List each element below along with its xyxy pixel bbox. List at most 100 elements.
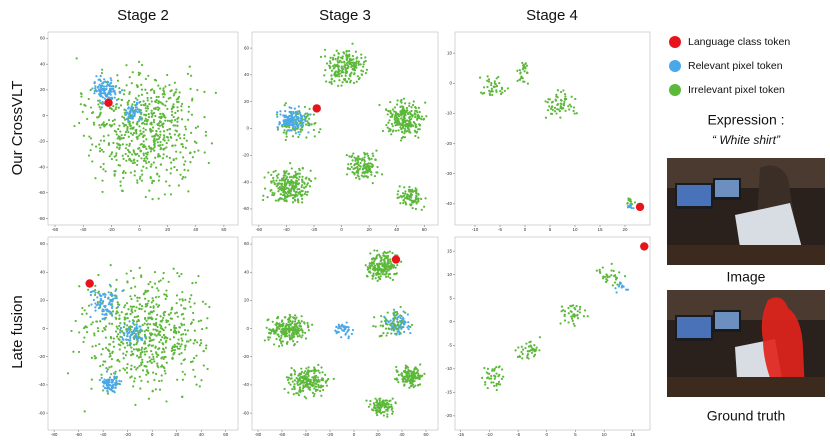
x-tick-label: 60 [223,432,229,437]
pixel-token [520,77,523,80]
pixel-token [396,193,399,196]
pixel-token [381,265,385,268]
pixel-token [111,87,114,91]
pixel-token [177,330,180,333]
pixel-token [120,134,123,137]
pixel-token [195,383,198,386]
pixel-token [395,313,398,316]
pixel-token [304,190,307,194]
pixel-token [136,163,139,167]
pixel-token [107,142,111,145]
pixel-token [283,181,287,184]
pixel-token [113,91,116,94]
y-tick-label: 20 [40,87,46,92]
pixel-token [399,314,402,317]
pixel-token [183,133,186,137]
pixel-token [563,319,567,322]
pixel-token [177,134,180,137]
pixel-token [156,313,159,316]
pixel-token [148,323,152,326]
pixel-token [387,320,391,323]
pixel-token [106,368,109,371]
pixel-token [417,113,420,117]
pixel-token [146,360,149,364]
pixel-token [409,112,412,115]
pixel-token [343,65,346,68]
pixel-token [98,123,101,127]
pixel-token [632,207,635,210]
pixel-token [163,366,166,370]
pixel-token [325,384,329,387]
pixel-token [94,357,97,360]
pixel-token [180,324,184,327]
pixel-token [294,318,297,321]
pixel-token [564,95,567,98]
pixel-token [133,343,136,346]
pixel-token [173,324,176,327]
pixel-token [102,135,105,138]
plot-frame [454,31,651,226]
pixel-token [181,370,184,373]
pixel-token [153,111,156,115]
pixel-token [336,59,339,62]
pixel-token [289,336,292,339]
pixel-token [201,300,205,303]
pixel-token [384,322,388,325]
pixel-token [151,353,154,356]
pixel-token [317,384,320,387]
pixel-token [376,249,379,252]
pixel-token [553,110,557,113]
pixel-token [135,101,138,105]
pixel-token [310,369,313,373]
pixel-token [284,325,287,328]
pixel-token [374,397,377,400]
pixel-token [112,141,115,145]
pixel-token [304,383,307,386]
pixel-token [560,310,563,313]
pixel-token [162,87,165,90]
pixel-token [149,334,153,337]
x-tick-label: 60 [423,432,429,437]
pixel-token [94,284,97,287]
pixel-token [157,108,160,111]
pixel-token [268,336,272,339]
pixel-token [351,42,354,45]
pixel-token [372,257,375,260]
pixel-token [571,319,574,322]
pixel-token [107,378,111,381]
pixel-token [314,376,317,379]
pixel-token [128,320,131,323]
pixel-token [145,155,148,158]
pixel-token [170,121,173,124]
pixel-token [118,360,121,363]
pixel-token [153,137,156,140]
pixel-token [285,332,289,335]
pixel-token [367,162,370,165]
pixel-token [131,127,134,130]
pixel-token [156,124,160,127]
pixel-token [151,198,154,201]
pixel-token [345,80,348,83]
pixel-token [317,369,320,372]
pixel-token [342,325,345,328]
pixel-token [126,324,129,327]
pixel-token [381,268,385,271]
pixel-token [194,281,197,284]
pixel-token [103,326,106,330]
pixel-token [348,62,351,66]
pixel-token [135,132,138,135]
pixel-token [170,89,173,92]
pixel-token [324,373,327,376]
y-tick-label: -20 [242,152,249,157]
pixel-token [132,305,136,308]
pixel-token [391,412,394,415]
pixel-token [276,111,279,114]
pixel-token [162,271,165,275]
pixel-token [296,124,299,127]
pixel-token [93,80,96,84]
pixel-token [297,201,300,204]
pixel-token [145,161,148,165]
pixel-token [140,63,144,67]
pixel-token [565,97,568,101]
